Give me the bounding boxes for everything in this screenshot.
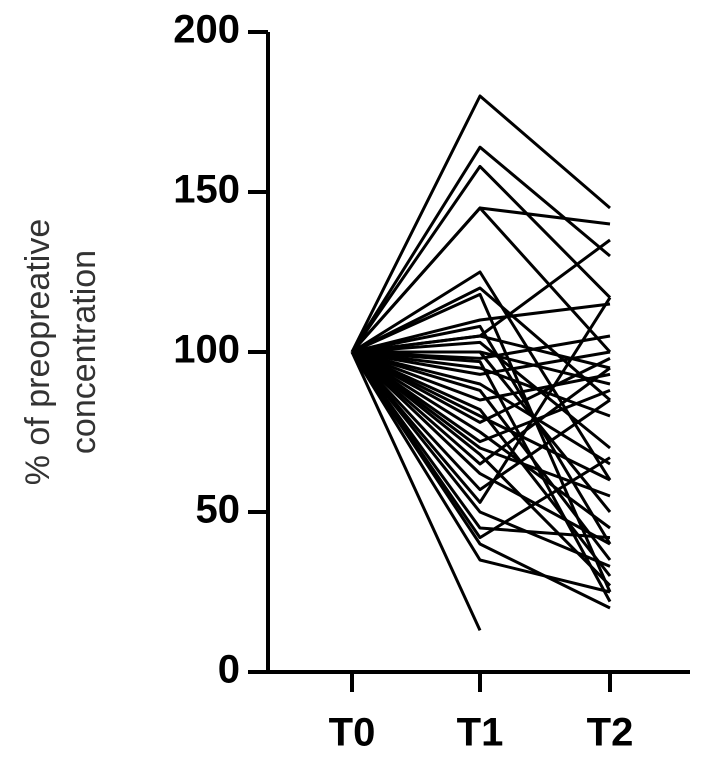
series-line <box>351 350 611 376</box>
x-tick-label: T0 <box>329 711 376 755</box>
series-line <box>351 350 611 424</box>
series-line <box>350 351 611 540</box>
y-tick-label: 200 <box>173 8 240 52</box>
y-tick-label: 50 <box>196 488 241 532</box>
series-line <box>350 351 611 594</box>
series-line <box>350 350 611 492</box>
series-line <box>351 324 612 545</box>
series-line <box>350 94 611 353</box>
series-line <box>351 340 611 450</box>
series-line <box>350 164 612 353</box>
series-line <box>351 350 611 482</box>
series-line <box>351 270 612 481</box>
series-line <box>350 351 611 568</box>
series-line <box>351 292 612 593</box>
series-line <box>350 296 612 504</box>
series-line <box>350 206 612 354</box>
y-axis-label: % of preopreative concentration <box>19 219 103 486</box>
series-line <box>351 350 612 561</box>
series-line <box>350 351 611 610</box>
series-line <box>351 334 611 370</box>
series-line <box>351 350 611 444</box>
y-label-line: concentration <box>65 250 103 454</box>
y-tick-label: 150 <box>173 168 240 212</box>
series-line <box>351 350 611 498</box>
series-line <box>350 351 482 632</box>
series-line <box>351 286 611 402</box>
series-line <box>351 350 612 587</box>
x-tick-label: T1 <box>457 711 504 755</box>
series-line <box>351 350 611 466</box>
x-tick-label: T2 <box>587 711 634 755</box>
series-line <box>350 350 611 546</box>
y-tick-label: 100 <box>173 328 240 372</box>
y-tick-label: 0 <box>218 648 240 692</box>
series-line <box>351 350 611 402</box>
series-line <box>351 350 611 530</box>
y-label-line: % of preopreative <box>19 219 57 486</box>
series-line <box>351 350 611 466</box>
series-line <box>351 302 611 354</box>
